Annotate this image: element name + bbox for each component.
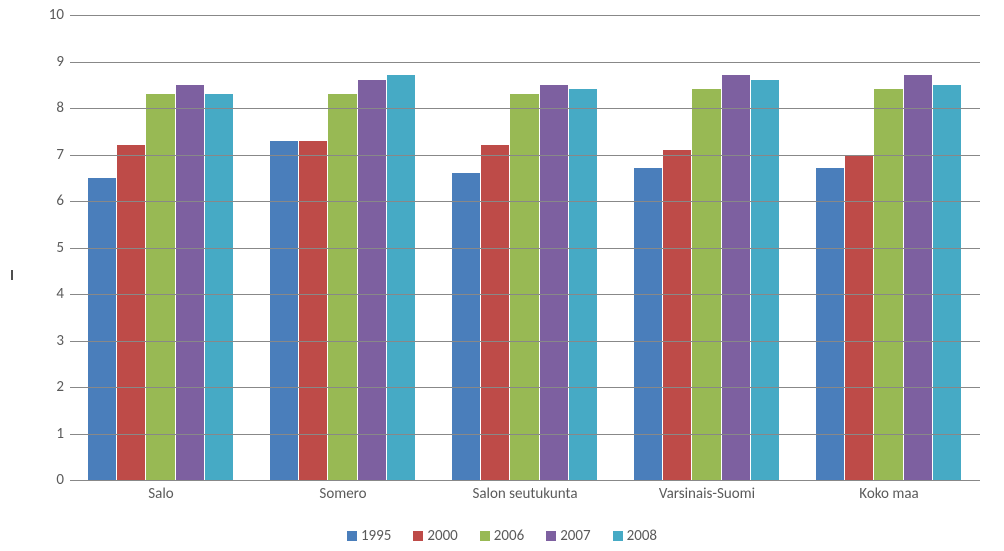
bar: [146, 94, 174, 480]
y-tick-label: 4: [24, 285, 64, 303]
y-tick-label: 1: [24, 425, 64, 443]
bar: [387, 75, 415, 480]
legend-item: 2006: [480, 527, 524, 545]
bar: [692, 89, 720, 480]
bar: [663, 150, 691, 480]
x-tick-label: Salo: [148, 485, 173, 503]
y-tick-label: 9: [24, 53, 64, 71]
gridline: [70, 15, 980, 16]
gridline: [70, 248, 980, 249]
bar: [510, 94, 538, 480]
legend-label: 1995: [361, 527, 391, 545]
gridline: [70, 294, 980, 295]
bar: [751, 80, 779, 480]
bar: [358, 80, 386, 480]
bar: [540, 85, 568, 480]
bar: [88, 178, 116, 480]
legend-swatch: [480, 531, 490, 541]
chart-container: I 1995 2000 2006 2007 2008 0 1 2 3 4 5 6 7 8 9 10 Salo S…: [0, 0, 1004, 551]
gridline: [70, 341, 980, 342]
legend-item: 1995: [347, 527, 391, 545]
gridline: [70, 434, 980, 435]
x-tick-label: Varsinais-Suomi: [659, 485, 755, 503]
legend-swatch: [613, 531, 623, 541]
gridline: [70, 62, 980, 63]
bar: [270, 141, 298, 480]
gridline: [70, 201, 980, 202]
gridline: [70, 155, 980, 156]
bar: [845, 155, 873, 481]
bar: [328, 94, 356, 480]
legend-swatch: [413, 531, 423, 541]
y-tick-label: 3: [24, 332, 64, 350]
y-tick-label: 5: [24, 239, 64, 257]
gridline: [70, 108, 980, 109]
legend-label: 2006: [494, 527, 524, 545]
x-tick-label: Salon seutukunta: [472, 485, 577, 503]
bar: [569, 89, 597, 480]
bar: [205, 94, 233, 480]
legend-swatch: [347, 531, 357, 541]
y-tick-label: 10: [24, 6, 64, 24]
y-axis-title: I: [10, 267, 14, 285]
bar: [117, 145, 145, 480]
legend-item: 2008: [613, 527, 657, 545]
gridline: [70, 387, 980, 388]
y-tick-label: 7: [24, 146, 64, 164]
bar: [722, 75, 750, 480]
plot-area: [70, 15, 980, 481]
bar: [904, 75, 932, 480]
legend-swatch: [546, 531, 556, 541]
bar: [176, 85, 204, 480]
x-tick-label: Koko maa: [859, 485, 918, 503]
x-tick-label: Somero: [319, 485, 366, 503]
y-tick-label: 0: [24, 471, 64, 489]
bar: [481, 145, 509, 480]
y-tick-label: 8: [24, 99, 64, 117]
legend: 1995 2000 2006 2007 2008: [0, 527, 1004, 545]
legend-label: 2008: [627, 527, 657, 545]
legend-label: 2000: [427, 527, 457, 545]
legend-item: 2000: [413, 527, 457, 545]
bar: [933, 85, 961, 480]
y-tick-label: 2: [24, 378, 64, 396]
bar: [874, 89, 902, 480]
legend-label: 2007: [560, 527, 590, 545]
legend-item: 2007: [546, 527, 590, 545]
y-tick-label: 6: [24, 192, 64, 210]
bar: [299, 141, 327, 480]
